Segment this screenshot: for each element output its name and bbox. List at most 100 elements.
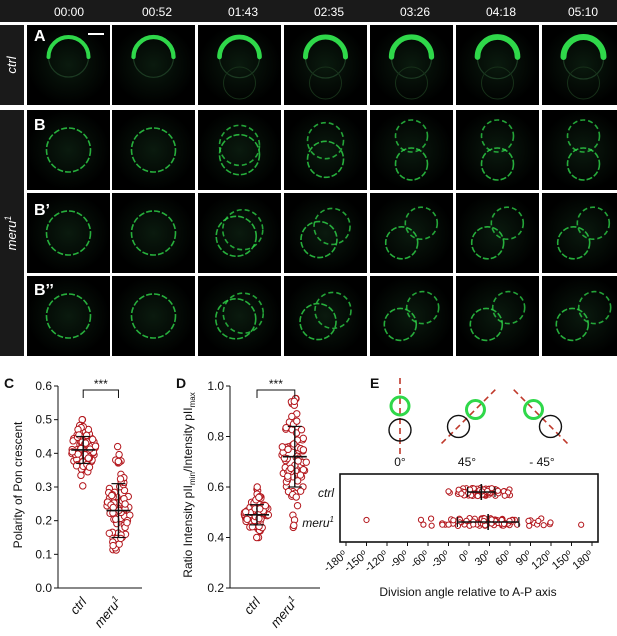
micro-tile bbox=[284, 276, 367, 356]
tile-bg bbox=[284, 276, 367, 356]
micro-tile bbox=[112, 276, 195, 356]
x-tick-label: 60o bbox=[492, 547, 514, 569]
angle-point bbox=[417, 516, 425, 523]
data-point bbox=[85, 463, 94, 471]
data-point bbox=[79, 482, 87, 490]
daughter-circle bbox=[446, 414, 471, 439]
daughter-membrane bbox=[577, 290, 612, 325]
header-bar bbox=[0, 0, 617, 22]
daughter-membrane bbox=[490, 206, 525, 240]
time-label-6: 05:10 bbox=[568, 5, 598, 19]
tile-bg bbox=[370, 110, 453, 190]
x-tick-label: 0o bbox=[456, 547, 473, 565]
daughter-membrane bbox=[394, 119, 429, 153]
cell-membrane bbox=[300, 220, 338, 259]
y-tick-label: 0.6 bbox=[207, 480, 224, 494]
significance-bracket bbox=[82, 389, 119, 398]
time-label-4: 03:26 bbox=[400, 5, 430, 19]
tile-bg bbox=[370, 193, 453, 273]
daughter-membrane bbox=[480, 119, 515, 153]
micro-tile bbox=[456, 25, 539, 105]
micro-tile bbox=[27, 193, 110, 273]
division-schematic bbox=[513, 389, 571, 447]
tile-bg bbox=[198, 276, 281, 356]
micro-tile bbox=[370, 276, 453, 356]
division-schematic bbox=[388, 378, 412, 458]
micro-tile bbox=[27, 110, 110, 190]
daughter-circle bbox=[538, 414, 563, 439]
micro-tile bbox=[456, 276, 539, 356]
cell-membrane bbox=[130, 127, 177, 173]
data-point bbox=[302, 458, 310, 466]
micro-tile bbox=[284, 110, 367, 190]
y-tick-label: 0.1 bbox=[35, 547, 52, 561]
panel-d-label: D bbox=[176, 375, 186, 391]
angle-point bbox=[474, 492, 481, 500]
daughter-membrane bbox=[314, 291, 352, 330]
angle-point bbox=[535, 517, 542, 525]
y-tick-label: 0.8 bbox=[207, 430, 224, 444]
micro-tile bbox=[112, 193, 195, 273]
tile-bg bbox=[112, 193, 195, 273]
division-axis-line bbox=[438, 389, 496, 447]
pon-crescent bbox=[388, 34, 435, 60]
angle-point bbox=[501, 492, 508, 499]
pon-crescent bbox=[560, 34, 607, 60]
time-header: 00:00 00:52 01:43 02:35 03:26 04:18 05:1… bbox=[0, 0, 617, 22]
cell-membrane bbox=[45, 293, 92, 339]
y-tick-label: 0.2 bbox=[207, 581, 224, 595]
micro-tile bbox=[456, 110, 539, 190]
data-point bbox=[109, 541, 117, 550]
micro-tile bbox=[542, 25, 617, 105]
panel-d: D Ratio Intensity pIImin/Intensity pIIma… bbox=[176, 375, 320, 630]
daughter-membrane bbox=[405, 290, 440, 325]
data-point bbox=[113, 442, 122, 451]
row-labels: A B B’ B’’ bbox=[34, 28, 104, 299]
panel-e-xlabel: Division angle relative to A-P axis bbox=[379, 585, 556, 599]
data-point bbox=[290, 440, 298, 448]
division-schematic bbox=[438, 389, 496, 447]
time-label-2: 01:43 bbox=[228, 5, 258, 19]
data-point bbox=[296, 471, 305, 479]
data-point bbox=[81, 439, 90, 447]
data-point bbox=[293, 417, 301, 425]
panel-c-label: C bbox=[4, 375, 14, 391]
data-point bbox=[296, 487, 305, 495]
micro-tile bbox=[112, 25, 195, 105]
category-label: ctrl bbox=[241, 593, 264, 617]
row-label-b-double-prime: B’’ bbox=[34, 282, 54, 299]
cell-membrane bbox=[299, 302, 337, 341]
row-label-meru: meru1 bbox=[302, 515, 334, 530]
tile-bg bbox=[456, 276, 539, 356]
tile-bg bbox=[27, 193, 110, 273]
daughter-cell bbox=[223, 66, 256, 100]
angle-point bbox=[525, 517, 532, 525]
angle-point bbox=[578, 521, 585, 528]
cell-membrane bbox=[214, 297, 257, 340]
row-label-b: B bbox=[34, 117, 46, 134]
pon-circle bbox=[464, 399, 486, 421]
data-point bbox=[243, 515, 251, 523]
data-point bbox=[253, 533, 261, 542]
tile-bg bbox=[198, 193, 281, 273]
data-point bbox=[255, 493, 263, 502]
angle-point bbox=[494, 487, 501, 494]
tile-bg bbox=[112, 276, 195, 356]
ctrl-side-bar bbox=[0, 25, 24, 105]
tile-bg bbox=[542, 276, 617, 356]
meru-side-bar bbox=[0, 110, 24, 356]
panel-c: C Polarity of Pon crescent 0.0 0.1 0.2 0.3 0… bbox=[4, 375, 142, 630]
data-point bbox=[108, 491, 116, 500]
cell-membrane bbox=[215, 215, 258, 258]
data-point bbox=[299, 434, 307, 443]
daughter-cell bbox=[481, 66, 514, 100]
micro-tile bbox=[370, 193, 453, 273]
angle-point bbox=[540, 522, 547, 529]
tile-bg bbox=[27, 110, 110, 190]
data-point bbox=[294, 457, 302, 465]
micro-tile bbox=[284, 193, 367, 273]
cell-membrane bbox=[130, 293, 177, 339]
data-point bbox=[292, 493, 300, 501]
row-label-ctrl: ctrl bbox=[318, 486, 334, 500]
